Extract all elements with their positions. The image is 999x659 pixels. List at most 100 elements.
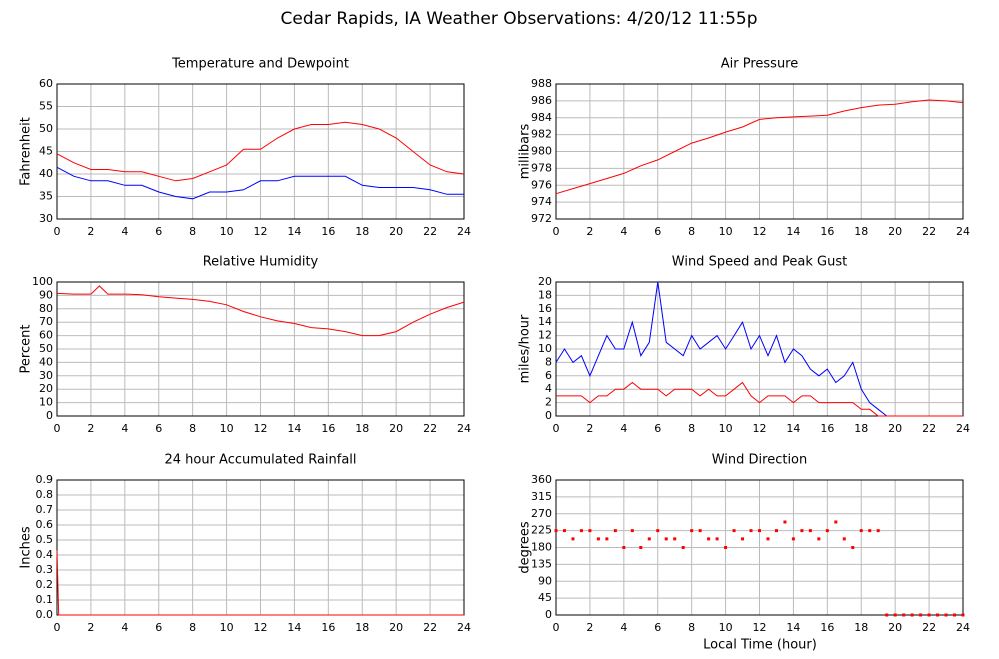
y-tick-label: 315	[531, 490, 552, 503]
x-tick-label: 24	[457, 225, 471, 238]
data-point	[885, 613, 889, 617]
y-tick-label: 0.0	[36, 608, 54, 621]
data-point	[876, 529, 880, 533]
y-tick-label: 60	[39, 77, 53, 90]
x-tick-label: 10	[220, 225, 234, 238]
x-tick-label: 16	[820, 422, 834, 435]
data-point	[851, 546, 855, 549]
data-line	[56, 166, 464, 200]
data-point	[817, 537, 821, 541]
x-tick-label: 20	[389, 621, 403, 634]
x-tick-label: 4	[620, 422, 627, 435]
x-tick-label: 0	[54, 621, 61, 634]
data-line	[56, 121, 465, 182]
x-tick-label: 8	[688, 422, 695, 435]
x-tick-label: 10	[719, 225, 733, 238]
data-point	[690, 529, 694, 533]
data-point	[681, 546, 685, 549]
x-tick-label: 4	[121, 225, 128, 238]
y-tick-label: 30	[39, 369, 53, 382]
x-tick-label: 10	[719, 621, 733, 634]
x-tick-label: 12	[254, 225, 268, 238]
y-tick-label: 10	[39, 396, 53, 409]
x-tick-label: 24	[457, 422, 471, 435]
x-tick-label: 12	[753, 621, 767, 634]
y-tick-label: 0.3	[36, 563, 54, 576]
data-point	[961, 613, 965, 617]
y-tick-label: 135	[531, 557, 552, 570]
x-tick-label: 12	[254, 621, 268, 634]
data-point	[766, 537, 770, 541]
plot-frame	[555, 83, 964, 220]
x-tick-label: 12	[254, 422, 268, 435]
x-tick-label: 2	[87, 621, 94, 634]
x-tick-label: 4	[121, 422, 128, 435]
chart-title: Wind Direction	[712, 453, 808, 468]
y-tick-label: 35	[39, 190, 53, 203]
x-tick-label: 2	[87, 225, 94, 238]
x-tick-label: 6	[654, 621, 661, 634]
x-tick-label: 10	[220, 621, 234, 634]
y-tick-label: 0.9	[36, 473, 54, 486]
data-point	[927, 613, 931, 617]
y-tick-label: 4	[545, 382, 552, 395]
y-tick-label: 0.5	[36, 533, 54, 546]
data-point	[842, 537, 846, 541]
y-tick-label: 976	[531, 178, 552, 191]
y-tick-label: 8	[545, 355, 552, 368]
data-line	[555, 99, 964, 195]
data-point	[774, 529, 778, 533]
y-tick-label: 10	[538, 342, 552, 355]
y-tick-label: 982	[531, 128, 552, 141]
data-point	[910, 613, 914, 617]
y-tick-label: 45	[39, 145, 53, 158]
data-point	[791, 537, 795, 541]
y-tick-label: 40	[39, 167, 53, 180]
x-tick-label: 22	[423, 422, 437, 435]
y-tick-label: 18	[538, 288, 552, 301]
x-tick-label: 16	[321, 225, 335, 238]
data-point	[944, 613, 948, 617]
plot-frame	[56, 281, 465, 417]
y-tick-label: 0.1	[36, 593, 54, 606]
data-point	[936, 613, 940, 617]
x-tick-label: 16	[820, 225, 834, 238]
data-point	[562, 529, 566, 533]
data-point	[579, 529, 583, 533]
y-tick-label: 20	[39, 382, 53, 395]
plot-frame	[555, 479, 964, 616]
y-tick-label: 360	[531, 473, 552, 486]
y-tick-label: 80	[39, 302, 53, 315]
x-tick-label: 18	[854, 621, 868, 634]
data-point	[783, 520, 787, 524]
x-tick-label: 24	[956, 422, 970, 435]
data-point	[596, 537, 600, 541]
x-tick-label: 16	[321, 621, 335, 634]
y-tick-label: 974	[531, 195, 552, 208]
x-tick-label: 0	[54, 422, 61, 435]
y-tick-label: 270	[531, 507, 552, 520]
x-tick-label: 8	[688, 621, 695, 634]
x-tick-label: 22	[423, 621, 437, 634]
y-tick-label: 0.7	[36, 503, 54, 516]
y-tick-label: 972	[531, 212, 552, 225]
x-tick-label: 18	[355, 621, 369, 634]
page-title: Cedar Rapids, IA Weather Observations: 4…	[280, 9, 757, 29]
data-point	[664, 537, 668, 541]
y-tick-label: 0.4	[36, 548, 54, 561]
y-tick-label: 0	[46, 409, 53, 422]
x-tick-label: 14	[287, 422, 301, 435]
plot-frame	[555, 281, 964, 417]
x-tick-label: 6	[654, 422, 661, 435]
data-point	[698, 529, 702, 533]
data-line	[56, 285, 465, 337]
y-tick-label: 0.6	[36, 518, 54, 531]
x-tick-label: 10	[719, 422, 733, 435]
x-tick-label: 14	[786, 621, 800, 634]
x-tick-label: 20	[389, 225, 403, 238]
y-axis-label: millibars	[518, 124, 533, 180]
y-tick-label: 984	[531, 111, 552, 124]
data-point	[868, 529, 872, 533]
data-point	[605, 537, 609, 541]
